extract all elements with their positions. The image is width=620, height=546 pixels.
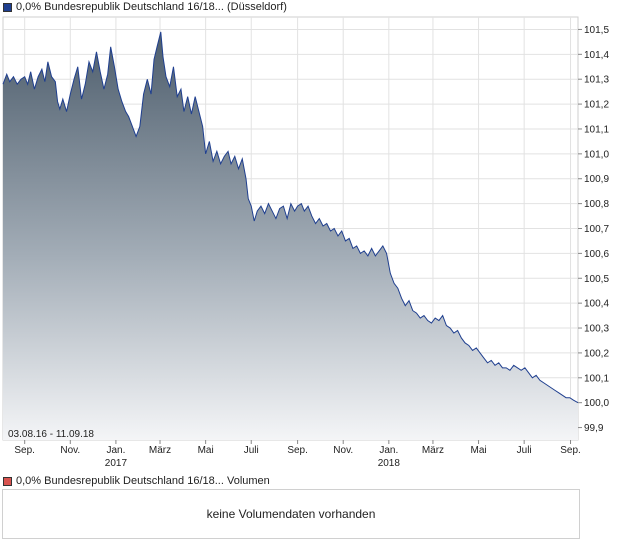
y-tick-label: 99,9 bbox=[584, 423, 604, 434]
price-legend: 0,0% Bundesrepublik Deutschland 16/18...… bbox=[3, 0, 287, 14]
x-tick-year-label: 2017 bbox=[105, 458, 128, 469]
y-tick-label: 100,4 bbox=[584, 299, 609, 310]
y-tick-label: 100,7 bbox=[584, 224, 609, 235]
y-tick-label: 101,3 bbox=[584, 75, 609, 86]
date-range-label: 03.08.16 - 11.09.18 bbox=[8, 429, 94, 440]
price-area bbox=[3, 31, 578, 441]
x-tick-label: Juli bbox=[244, 445, 259, 456]
y-tick-label: 100,0 bbox=[584, 398, 609, 409]
x-tick-label: Mai bbox=[198, 445, 214, 456]
x-tick-label: März bbox=[149, 445, 171, 456]
x-tick-label: März bbox=[422, 445, 444, 456]
y-tick-label: 100,2 bbox=[584, 348, 609, 359]
price-line bbox=[2, 31, 579, 404]
x-tick-label: Sep. bbox=[287, 445, 308, 456]
y-tick-label: 101,0 bbox=[584, 149, 609, 160]
x-tick-label: Sep. bbox=[14, 445, 35, 456]
volume-legend-label: 0,0% Bundesrepublik Deutschland 16/18...… bbox=[16, 475, 270, 487]
y-tick-label: 100,5 bbox=[584, 274, 609, 285]
y-tick-label: 100,1 bbox=[584, 373, 609, 384]
y-tick-label: 100,6 bbox=[584, 249, 609, 260]
y-tick-label: 100,8 bbox=[584, 199, 609, 210]
y-tick-label: 101,1 bbox=[584, 124, 609, 135]
x-tick-label: Sep. bbox=[560, 445, 581, 456]
y-tick-label: 101,2 bbox=[584, 100, 609, 111]
y-tick-label: 100,9 bbox=[584, 174, 609, 185]
x-tick-label: Jan. bbox=[379, 445, 398, 456]
x-tick-label: Mai bbox=[470, 445, 486, 456]
volume-empty-message: keine Volumendaten vorhanden bbox=[206, 507, 376, 521]
x-tick-label: Jan. bbox=[106, 445, 125, 456]
volume-legend-swatch bbox=[3, 476, 12, 486]
y-tick-label: 101,5 bbox=[584, 25, 609, 36]
x-tick-label: Juli bbox=[517, 445, 532, 456]
x-tick-year-label: 2018 bbox=[378, 458, 401, 469]
price-legend-label: 0,0% Bundesrepublik Deutschland 16/18...… bbox=[16, 1, 287, 13]
x-tick-label: Nov. bbox=[333, 445, 353, 456]
y-tick-label: 101,4 bbox=[584, 50, 609, 61]
y-tick-label: 100,3 bbox=[584, 324, 609, 335]
volume-panel: keine Volumendaten vorhanden bbox=[2, 489, 580, 539]
volume-legend: 0,0% Bundesrepublik Deutschland 16/18...… bbox=[3, 474, 270, 488]
price-legend-swatch bbox=[3, 2, 12, 12]
x-tick-label: Nov. bbox=[60, 445, 80, 456]
price-chart: FINANZEN CHECK101,5101,4101,3101,2101,11… bbox=[2, 16, 609, 469]
